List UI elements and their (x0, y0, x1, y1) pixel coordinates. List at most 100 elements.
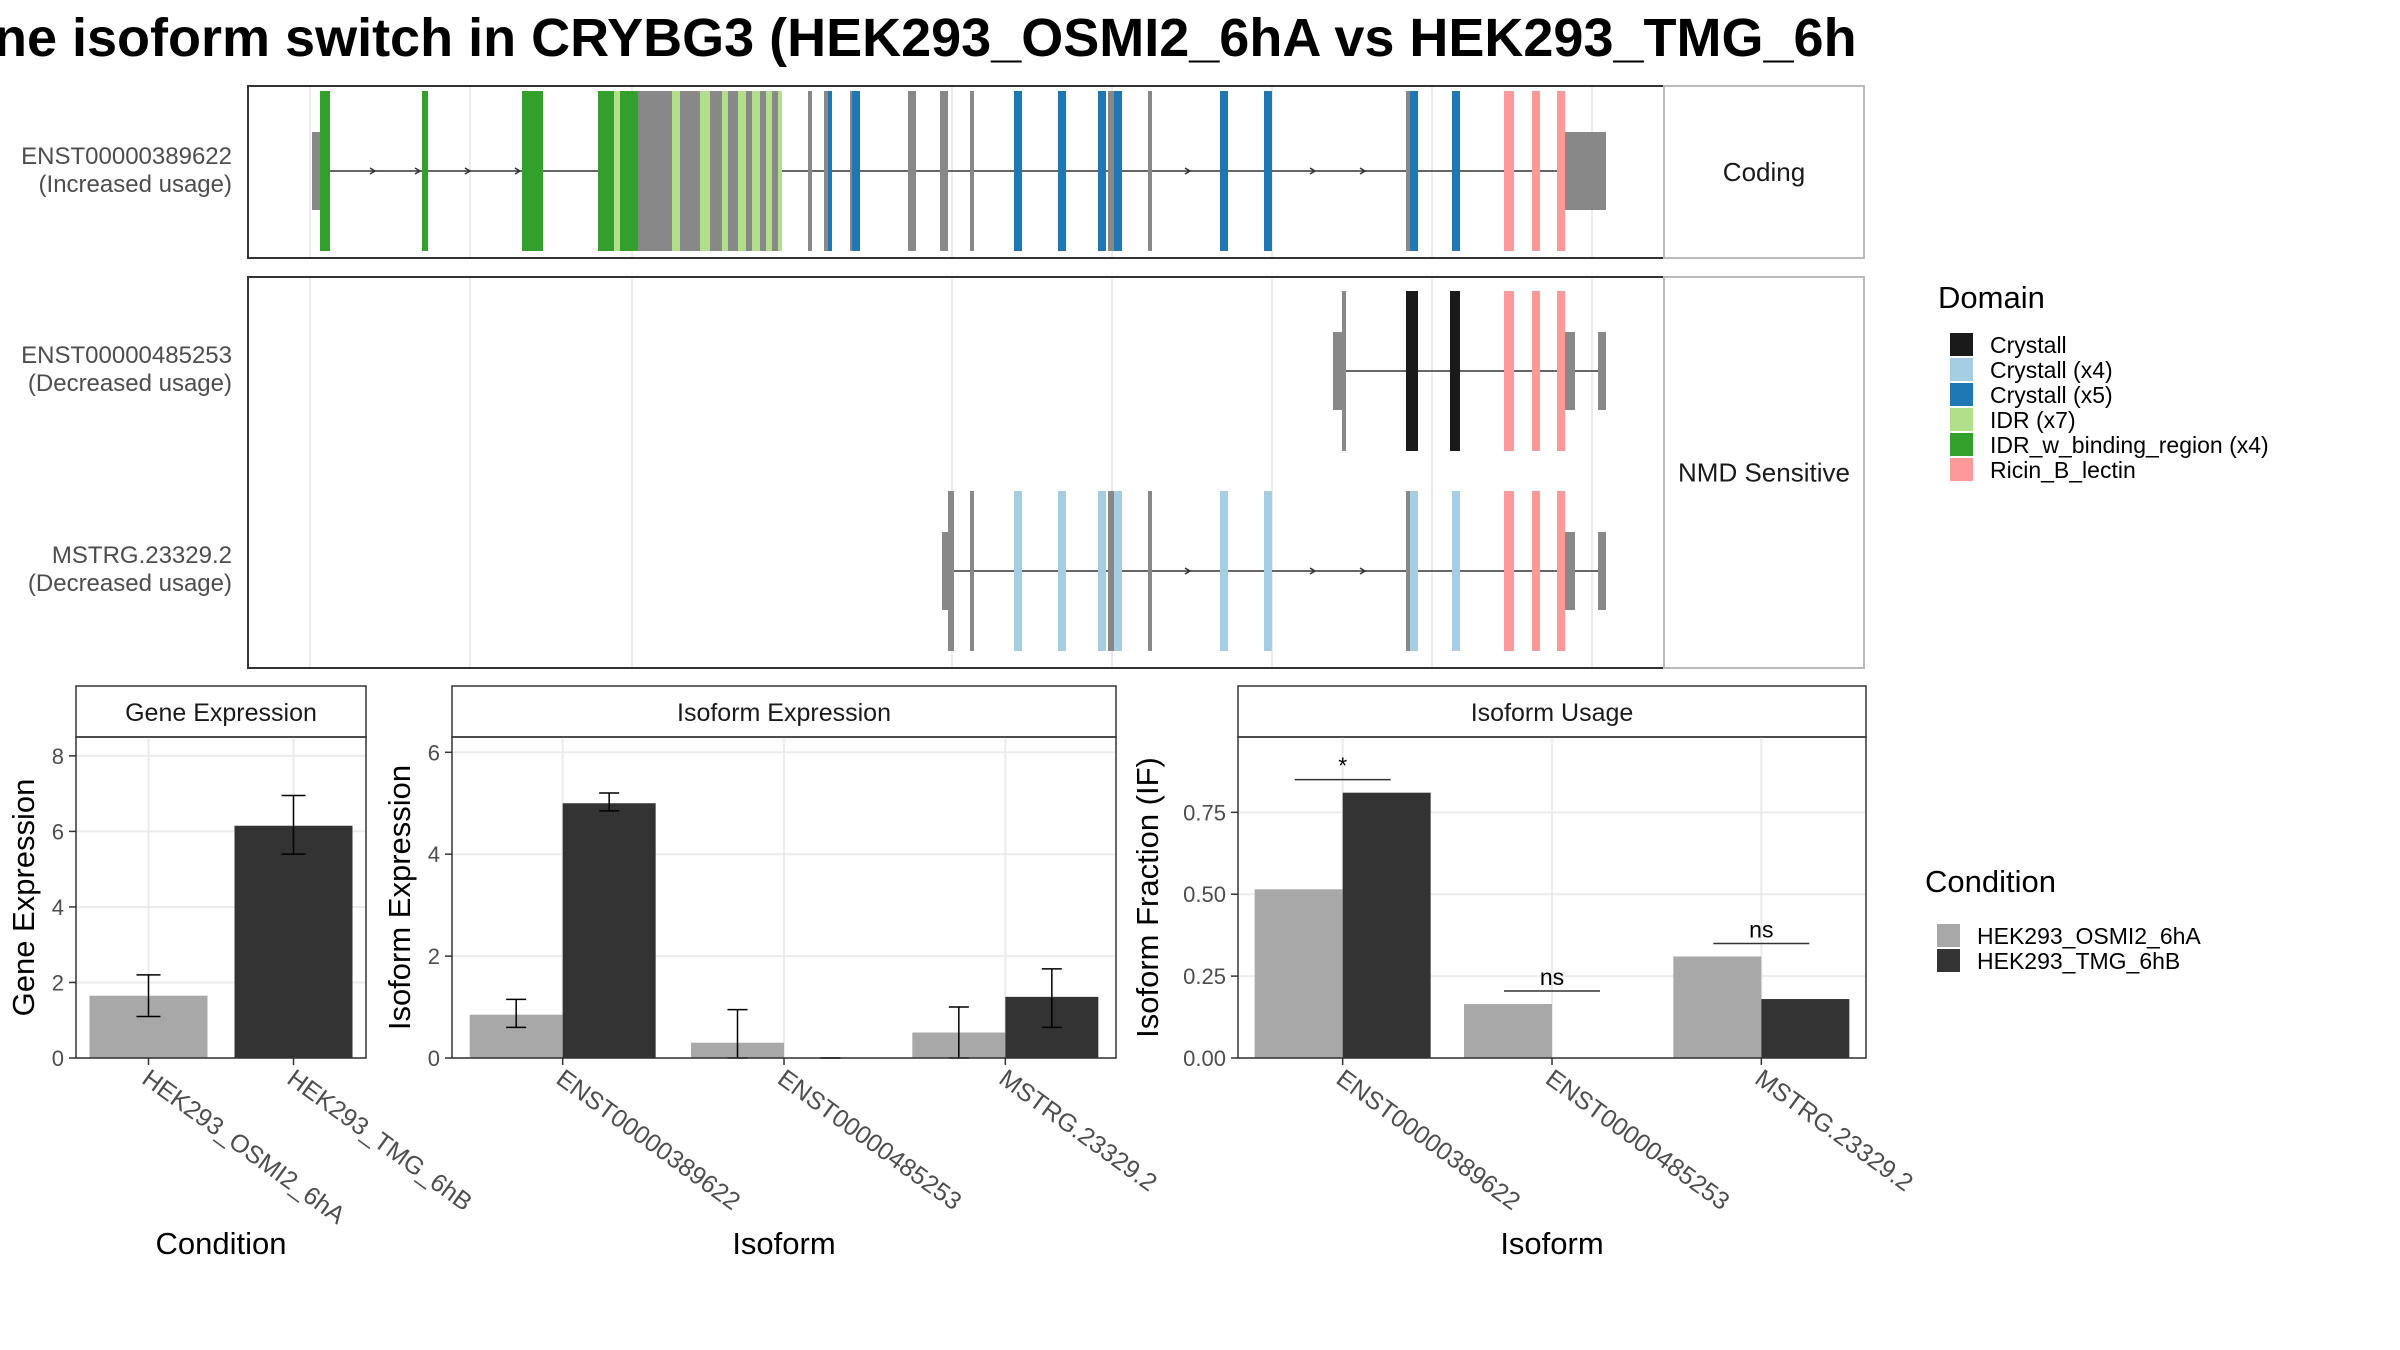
exon-block (746, 91, 752, 251)
strand-arrow (1309, 167, 1317, 175)
legend-swatch (1950, 433, 1973, 456)
chart-frame (75, 736, 367, 1059)
exon-block (940, 91, 948, 251)
legend-label: Crystall (1990, 332, 2067, 358)
exon-block (700, 91, 710, 251)
utr-block (1598, 332, 1606, 410)
strand-arrow (1359, 167, 1367, 175)
transcript-panel-bg (248, 86, 1664, 258)
exon-block (1557, 291, 1565, 451)
exon-block (1108, 491, 1114, 651)
exon-block (948, 491, 954, 651)
x-tick-label: MSTRG.23329.2 (1750, 1064, 1918, 1197)
exon-block (1342, 291, 1346, 451)
x-axis-title: Condition (156, 1226, 287, 1261)
x-axis-title: Isoform (1500, 1226, 1603, 1261)
exon-block (1098, 491, 1106, 651)
y-tick-label: 2 (52, 970, 64, 995)
y-axis-title: Isoform Expression (382, 765, 417, 1030)
exon-block (598, 91, 614, 251)
exon-block (1148, 491, 1152, 651)
exon-block (672, 91, 680, 251)
chart-title: Isoform Expression (677, 699, 891, 727)
exon-block (1014, 91, 1022, 251)
exon-block (1406, 291, 1418, 451)
figure-title: ne isoform switch in CRYBG3 (HEK293_OSMI… (0, 8, 1857, 68)
legend-label: Crystall (x4) (1990, 357, 2113, 383)
exon-block (1220, 91, 1228, 251)
utr-block (1564, 532, 1575, 610)
exon-block (1264, 491, 1272, 651)
x-tick-label: ENST00000389622 (551, 1064, 745, 1216)
isoform-id-label: ENST00000389622 (21, 143, 232, 170)
facet-strip (1663, 276, 1865, 669)
y-tick-label: 2 (428, 944, 440, 969)
condition-legend-title: Condition (1925, 864, 2056, 899)
exon-block (1532, 291, 1540, 451)
exon-block (1108, 91, 1114, 251)
exon-block (638, 91, 672, 251)
exon-block (1058, 91, 1066, 251)
exon-block (760, 91, 766, 251)
chart-strip (75, 685, 367, 738)
exon-block (738, 91, 746, 251)
x-axis-title: Isoform (732, 1226, 835, 1261)
exon-block (1450, 291, 1460, 451)
exon-block (728, 91, 738, 251)
significance-label: ns (1540, 964, 1564, 990)
exon-block (320, 91, 330, 251)
utr-block (1598, 532, 1606, 610)
facet-strip (1663, 85, 1865, 259)
exon-block (1504, 91, 1514, 251)
x-tick-label: ENST00000485253 (1540, 1064, 1734, 1216)
strand-arrow (514, 167, 522, 175)
y-tick-label: 0.75 (1183, 800, 1226, 825)
exon-block (1532, 91, 1540, 251)
exon-block (1557, 91, 1565, 251)
exon-block (1406, 491, 1410, 651)
exon-block (772, 91, 778, 251)
y-tick-label: 8 (52, 744, 64, 769)
exon-block (1504, 291, 1514, 451)
bar (1254, 889, 1343, 1058)
exon-block (1504, 491, 1514, 651)
isoform-usage-label: (Decreased usage) (28, 570, 232, 597)
y-tick-label: 0 (52, 1046, 64, 1071)
exon-block (808, 91, 812, 251)
exon-block (1532, 491, 1540, 651)
exon-block (722, 91, 728, 251)
legend-label: Ricin_B_lectin (1990, 457, 2136, 483)
strand-arrow (369, 167, 377, 175)
chart-strip (1237, 685, 1867, 738)
chart-title: Gene Expression (125, 699, 317, 727)
exon-block (1452, 491, 1460, 651)
isoform-usage-label: (Increased usage) (39, 171, 232, 198)
exon-block (766, 91, 772, 251)
exon-block (1452, 91, 1460, 251)
y-tick-label: 0.25 (1183, 964, 1226, 989)
legend-label: HEK293_TMG_6hB (1977, 948, 2180, 974)
x-tick-label: MSTRG.23329.2 (994, 1064, 1162, 1197)
bar (1673, 956, 1762, 1058)
y-tick-label: 4 (52, 895, 64, 920)
exon-block (1098, 91, 1106, 251)
y-tick-label: 6 (52, 819, 64, 844)
bar (1761, 999, 1850, 1058)
utr-block (942, 532, 952, 610)
exon-block (680, 91, 700, 251)
legend-label: HEK293_OSMI2_6hA (1977, 923, 2201, 949)
strand-arrow (1184, 167, 1192, 175)
facet-strip-label: NMD Sensitive (1678, 458, 1850, 488)
exon-block (1058, 491, 1066, 651)
exon-block (1014, 491, 1022, 651)
exon-block (1114, 91, 1122, 251)
exon-block (1220, 491, 1228, 651)
expression-charts: Gene Expression02468HEK293_OSMI2_6hAHEK2… (6, 685, 1918, 1261)
significance-label: ns (1749, 916, 1773, 942)
exon-block (778, 91, 782, 251)
exon-block (1114, 491, 1122, 651)
chart-2: Isoform Usage 0.00 0.25 0.50 0.75 * ns ns ENST00… (1130, 685, 1918, 1261)
utr-block (1564, 332, 1575, 410)
legend-swatch (1950, 358, 1973, 381)
